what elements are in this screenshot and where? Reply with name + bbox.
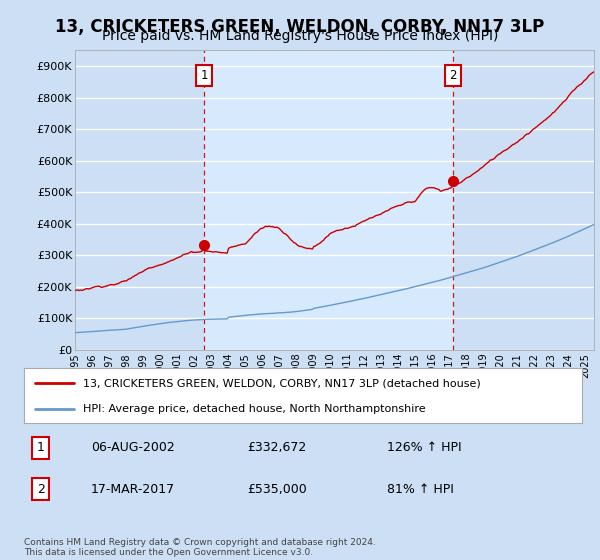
Text: 17-MAR-2017: 17-MAR-2017 bbox=[91, 483, 175, 496]
Text: 2: 2 bbox=[37, 483, 44, 496]
Text: Contains HM Land Registry data © Crown copyright and database right 2024.
This d: Contains HM Land Registry data © Crown c… bbox=[24, 538, 376, 557]
Bar bbox=[204, 50, 453, 350]
Text: 81% ↑ HPI: 81% ↑ HPI bbox=[387, 483, 454, 496]
Text: 1: 1 bbox=[200, 69, 208, 82]
Text: 13, CRICKETERS GREEN, WELDON, CORBY, NN17 3LP: 13, CRICKETERS GREEN, WELDON, CORBY, NN1… bbox=[55, 18, 545, 36]
Text: 13, CRICKETERS GREEN, WELDON, CORBY, NN17 3LP (detached house): 13, CRICKETERS GREEN, WELDON, CORBY, NN1… bbox=[83, 379, 481, 388]
Text: HPI: Average price, detached house, North Northamptonshire: HPI: Average price, detached house, Nort… bbox=[83, 404, 425, 414]
Text: 06-AUG-2002: 06-AUG-2002 bbox=[91, 441, 175, 454]
Text: Price paid vs. HM Land Registry's House Price Index (HPI): Price paid vs. HM Land Registry's House … bbox=[102, 29, 498, 43]
Text: 2: 2 bbox=[449, 69, 457, 82]
Text: 1: 1 bbox=[37, 441, 44, 454]
Text: £332,672: £332,672 bbox=[247, 441, 307, 454]
Text: £535,000: £535,000 bbox=[247, 483, 307, 496]
Text: 126% ↑ HPI: 126% ↑ HPI bbox=[387, 441, 461, 454]
